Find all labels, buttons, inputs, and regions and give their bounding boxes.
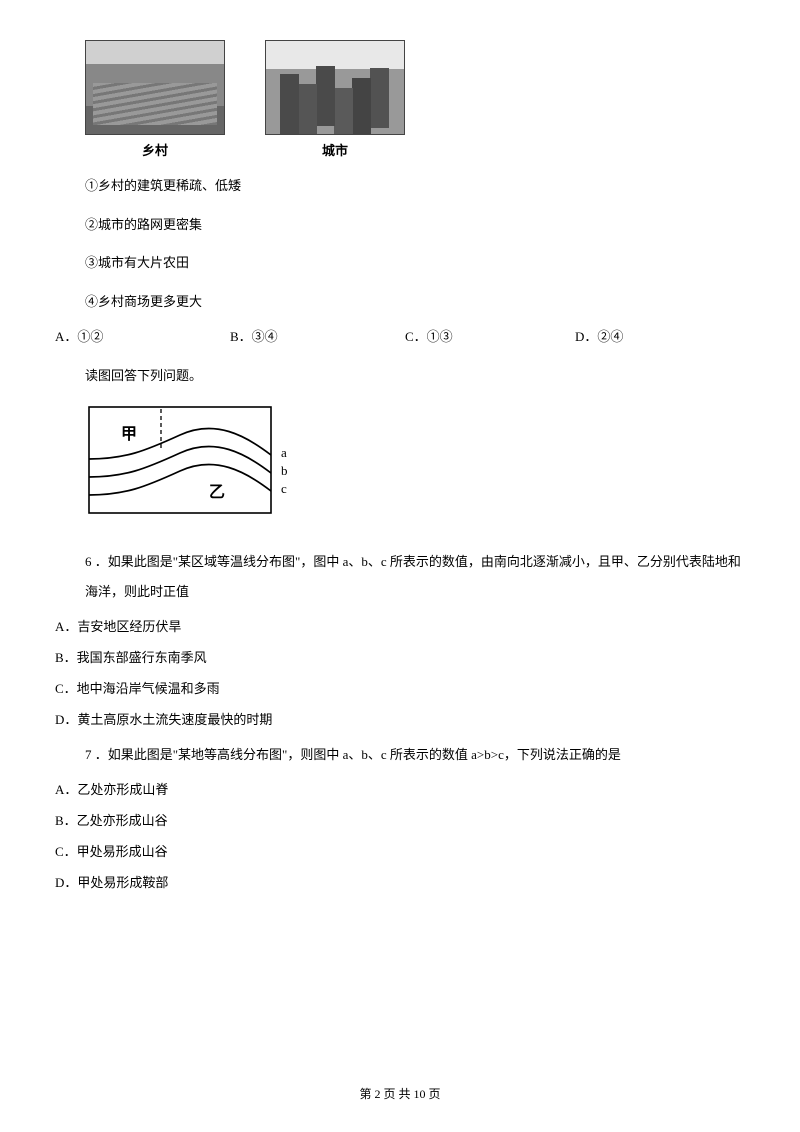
image-rural-box: 乡村 <box>85 40 225 162</box>
comparison-images: 乡村 城市 <box>85 40 745 162</box>
q5-options: A．①② B．③④ C．①③ D．②④ <box>55 327 745 348</box>
q5-option-a: A．①② <box>55 327 230 348</box>
q7-option-a: A．乙处亦形成山脊 <box>55 780 745 801</box>
q5-option-c: C．①③ <box>405 327 575 348</box>
caption-city: 城市 <box>322 141 348 162</box>
svg-text:c: c <box>281 481 287 496</box>
q7-option-c: C．甲处易形成山谷 <box>55 842 745 863</box>
q7-text: 7 ．如果此图是"某地等高线分布图"，则图中 a、b、c 所表示的数值 a>b>… <box>85 740 745 770</box>
q5-option-d: D．②④ <box>575 327 623 348</box>
q7-option-b: B．乙处亦形成山谷 <box>55 811 745 832</box>
statement-3: ③城市有大片农田 <box>85 253 745 274</box>
page-footer: 第 2 页 共 10 页 <box>0 1085 800 1104</box>
statement-4: ④乡村商场更多更大 <box>85 292 745 313</box>
svg-text:b: b <box>281 463 288 478</box>
svg-text:a: a <box>281 445 287 460</box>
svg-text:乙: 乙 <box>209 484 225 501</box>
read-instruction: 读图回答下列问题。 <box>85 366 745 387</box>
q6-option-c: C．地中海沿岸气候温和多雨 <box>55 679 745 700</box>
q6-option-d: D．黄土高原水土流失速度最快的时期 <box>55 710 745 731</box>
image-rural <box>85 40 225 135</box>
statement-1: ①乡村的建筑更稀疏、低矮 <box>85 176 745 197</box>
statement-2: ②城市的路网更密集 <box>85 215 745 236</box>
q6-option-b: B．我国东部盛行东南季风 <box>55 648 745 669</box>
q6-option-a: A．吉安地区经历伏旱 <box>55 617 745 638</box>
svg-text:甲: 甲 <box>121 425 137 443</box>
isoline-diagram: 甲乙 abc <box>85 401 745 528</box>
image-city <box>265 40 405 135</box>
image-city-box: 城市 <box>265 40 405 162</box>
q7-option-d: D．甲处易形成鞍部 <box>55 873 745 894</box>
caption-rural: 乡村 <box>142 141 168 162</box>
q5-option-b: B．③④ <box>230 327 405 348</box>
diagram-svg: 甲乙 abc <box>85 401 295 521</box>
q6-text: 6 ．如果此图是"某区域等温线分布图"，图中 a、b、c 所表示的数值，由南向北… <box>85 547 745 607</box>
